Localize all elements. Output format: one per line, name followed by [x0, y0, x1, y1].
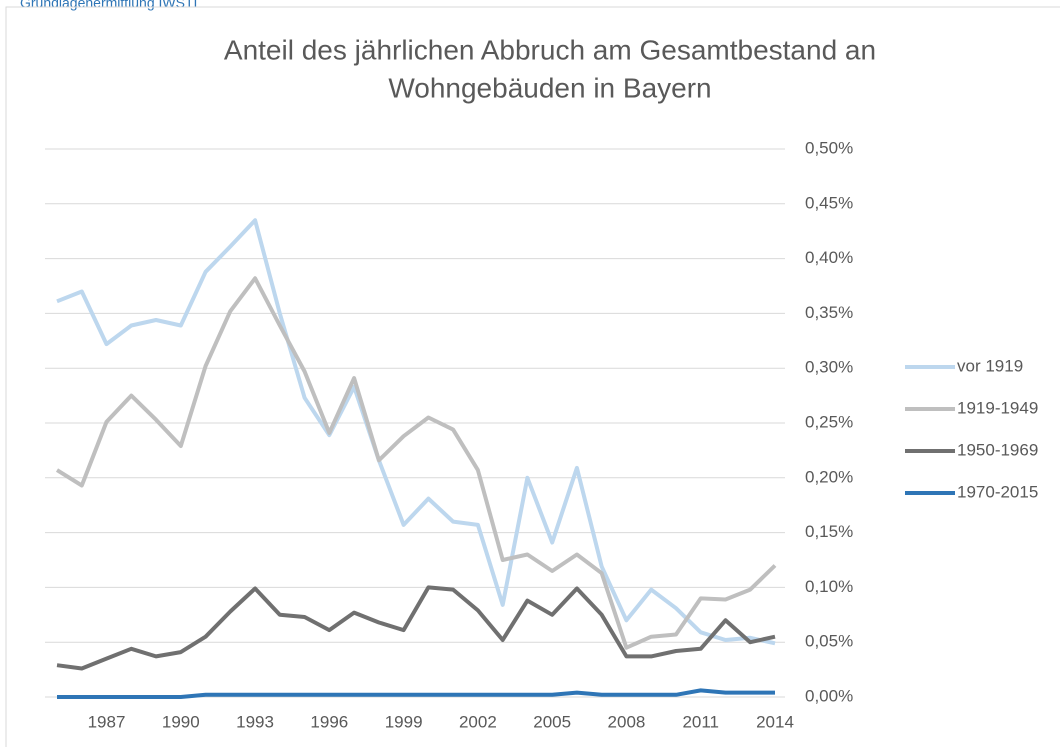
y-tick-label: 0,50%	[805, 138, 853, 157]
y-tick-label: 0,30%	[805, 358, 853, 377]
y-tick-label: 0,35%	[805, 303, 853, 322]
legend-label: 1970-2015	[957, 482, 1038, 501]
x-tick-label: 1990	[162, 712, 200, 731]
y-tick-label: 0,00%	[805, 686, 853, 705]
x-tick-label: 1987	[88, 712, 126, 731]
x-tick-label: 2008	[608, 712, 646, 731]
y-tick-label: 0,15%	[805, 522, 853, 541]
y-tick-label: 0,10%	[805, 577, 853, 596]
chart-frame	[5, 6, 1060, 747]
y-tick-label: 0,40%	[805, 248, 853, 267]
y-tick-label: 0,25%	[805, 412, 853, 431]
source-note: Grundlagenermittlung IWSTI	[20, 0, 197, 11]
y-tick-label: 0,05%	[805, 632, 853, 651]
chart-title: Wohngebäuden in Bayern	[388, 72, 711, 103]
series-line	[57, 688, 775, 699]
x-tick-label: 1996	[310, 712, 348, 731]
legend-label: vor 1919	[957, 356, 1023, 375]
y-tick-label: 0,45%	[805, 193, 853, 212]
series-line	[56, 585, 776, 671]
legend-label: 1919-1949	[957, 398, 1038, 417]
y-tick-label: 0,20%	[805, 467, 853, 486]
series-line	[55, 276, 777, 650]
chart-title: Anteil des jährlichen Abbruch am Gesamtb…	[224, 34, 876, 65]
series-line	[56, 218, 776, 646]
x-tick-label: 2011	[682, 712, 719, 731]
x-tick-label: 2014	[756, 712, 794, 731]
x-tick-label: 1993	[236, 712, 274, 731]
x-tick-label: 2005	[533, 712, 571, 731]
legend-label: 1950-1969	[957, 440, 1038, 459]
x-tick-label: 2002	[459, 712, 497, 731]
x-tick-label: 1999	[385, 712, 423, 731]
